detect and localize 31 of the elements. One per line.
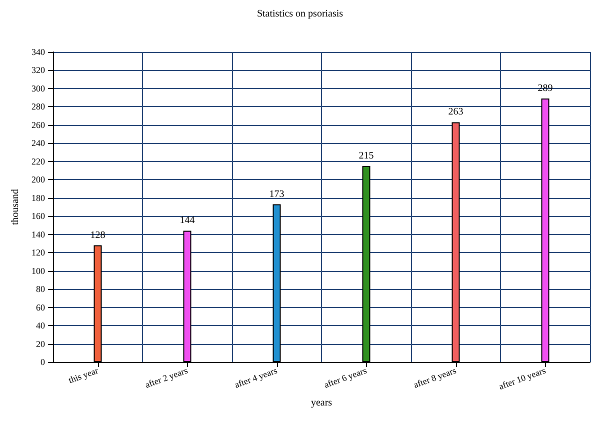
y-tick-label: 140 — [32, 229, 46, 240]
y-tick-label: 20 — [36, 338, 46, 349]
y-tick-label: 160 — [32, 211, 46, 222]
y-tick-label: 220 — [32, 156, 46, 166]
data-label: 215 — [358, 150, 374, 162]
y-tick-label: 180 — [32, 192, 46, 203]
data-label: 263 — [448, 106, 464, 118]
y-tick-label: 260 — [32, 120, 46, 130]
chart-title: Statistics on psoriasis — [256, 8, 344, 20]
y-axis-title: thousand — [10, 188, 22, 226]
y-tick-label: 60 — [36, 302, 46, 312]
y-tick-label: 280 — [32, 102, 46, 112]
x-axis-title: years — [310, 398, 332, 408]
y-tick-label: 340 — [32, 47, 46, 57]
y-tick-label: 300 — [32, 83, 46, 94]
data-label: 173 — [269, 188, 284, 200]
x-tick-label: after 4 years — [233, 365, 279, 390]
x-tick-label: after 10 years — [498, 365, 548, 392]
x-tick-label: after 2 years — [144, 365, 190, 390]
x-tick-label: after 6 years — [322, 365, 368, 390]
y-tick-label: 80 — [36, 284, 46, 294]
y-tick-label: 40 — [36, 320, 46, 331]
y-tick-label: 320 — [32, 65, 46, 76]
y-tick-label: 100 — [32, 266, 46, 276]
x-tick-label: after 8 years — [412, 365, 458, 390]
y-tick-label: 120 — [32, 248, 46, 258]
data-label: 144 — [180, 215, 195, 226]
y-tick-label: 0 — [40, 357, 46, 367]
x-tick-label: this year — [67, 365, 100, 386]
y-tick-label: 200 — [32, 174, 46, 185]
y-tick-label: 240 — [32, 138, 46, 148]
